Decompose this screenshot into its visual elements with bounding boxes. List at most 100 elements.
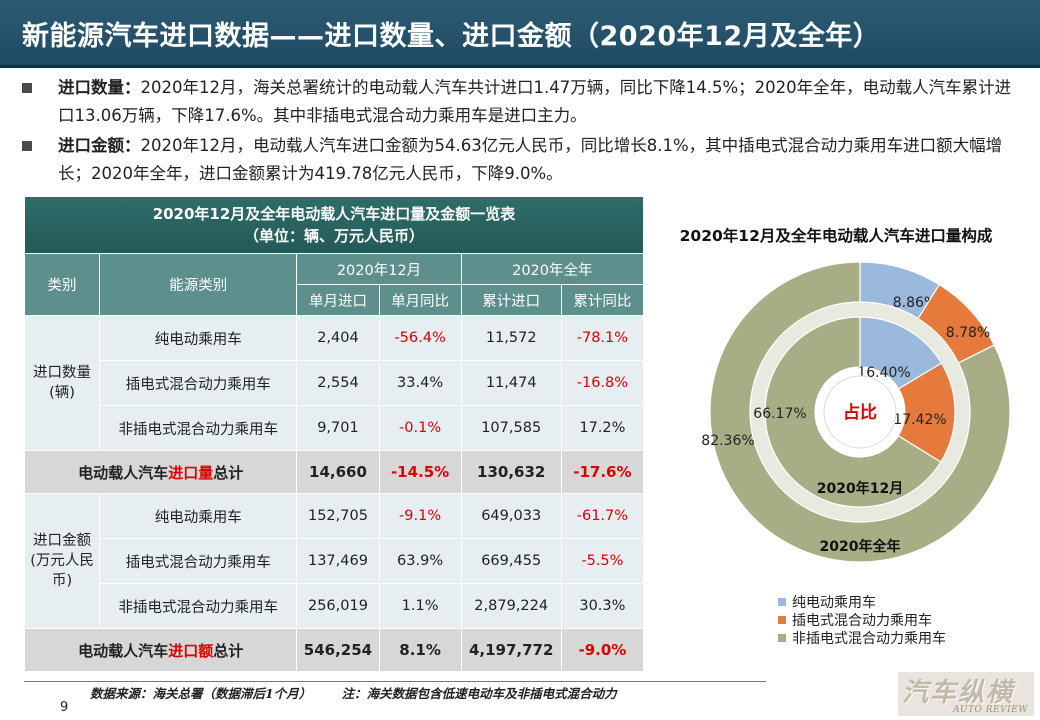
table-caption: 2020年12月及全年电动载人汽车进口量及金额一览表 （单位：辆、万元人民币） — [25, 197, 643, 253]
table-row: 插电式混合动力乘用车 2,554 33.4% 11,474 -16.8% — [25, 361, 643, 405]
total-row: 电动载人汽车进口额总计 546,254 8.1% 4,197,772 -9.0% — [25, 629, 643, 671]
energy-type-cell: 非插电式混合动力乘用车 — [100, 584, 297, 628]
footer-note: 数据来源：海关总署（数据滞后1个月） 注：海关数据包含低速电动车及非插电式混合动… — [90, 683, 617, 702]
month-import-cell: 137,469 — [297, 539, 379, 583]
header-period-month: 2020年12月 — [297, 254, 461, 284]
table-row: 进口数量 (辆) 纯电动乘用车 2,404 -56.4% 11,572 -78.1% — [25, 316, 643, 450]
table-row: 非插电式混合动力乘用车 9,701 -0.1% 107,585 17.2% — [25, 406, 643, 450]
legend-label: 插电式混合动力乘用车 — [792, 613, 932, 629]
month-yoy-cell: 1.1% — [379, 584, 461, 628]
donut-label-inner-2: 66.17% — [753, 406, 806, 422]
legend-item: 非插电式混合动力乘用车 — [778, 630, 946, 648]
bullet-square-icon — [22, 141, 32, 151]
cum-yoy-cell: -61.7% — [561, 494, 643, 538]
legend-swatch-icon — [778, 598, 786, 606]
legend-label: 纯电动乘用车 — [792, 595, 876, 611]
group-label: 进口数量 (辆) — [25, 316, 100, 450]
month-import-cell: 256,019 — [297, 584, 379, 628]
cum-yoy-cell: 30.3% — [561, 584, 643, 628]
legend-item: 纯电动乘用车 — [778, 594, 946, 612]
donut-label-inner-1: 17.42% — [893, 412, 946, 428]
legend-label: 非插电式混合动力乘用车 — [792, 631, 946, 647]
month-import-cell: 9,701 — [297, 406, 379, 450]
month-import-cell: 2,404 — [297, 316, 379, 360]
month-yoy-cell: -56.4% — [379, 316, 461, 360]
cum-import-cell: 107,585 — [461, 406, 561, 450]
donut-label-outer-2: 82.36% — [701, 433, 754, 449]
header-cum-yoy: 累计同比 — [561, 285, 643, 315]
donut-center-label: 占比 — [843, 402, 877, 423]
cum-import-cell: 11,572 — [461, 316, 561, 360]
logo-text: 汽车纵横 — [902, 678, 1015, 708]
legend-swatch-icon — [778, 634, 786, 642]
chart-legend: 纯电动乘用车插电式混合动力乘用车 非插电式混合动力乘用车 — [778, 594, 946, 648]
month-import-cell: 2,554 — [297, 361, 379, 405]
month-yoy-cell: 33.4% — [379, 361, 461, 405]
cum-import-cell: 2,879,224 — [461, 584, 561, 628]
inner-ring-name: 2020年12月 — [817, 480, 903, 497]
legend-item: 插电式混合动力乘用车 — [778, 612, 946, 630]
total-cum-import: 130,632 — [461, 451, 561, 493]
header-month-import: 单月进口 — [297, 285, 379, 315]
month-yoy-cell: 63.9% — [379, 539, 461, 583]
header-category: 类别 — [25, 254, 100, 315]
total-label: 电动载人汽车进口额总计 — [25, 629, 297, 671]
energy-type-cell: 纯电动乘用车 — [100, 316, 297, 360]
bullet-keyword: 进口金额： — [58, 136, 141, 155]
total-cum-import: 4,197,772 — [461, 629, 561, 671]
cum-yoy-cell: -16.8% — [561, 361, 643, 405]
title-bar: 新能源汽车进口数据——进口数量、进口金额（2020年12月及全年） — [0, 0, 1040, 68]
bullet-import-quantity: 进口数量：2020年12月，海关总署统计的电动载人汽车共计进口1.47万辆，同比… — [22, 74, 1022, 130]
cum-yoy-cell: 17.2% — [561, 406, 643, 450]
donut-center — [823, 375, 897, 449]
cum-import-cell: 11,474 — [461, 361, 561, 405]
header-period-year: 2020年全年 — [461, 254, 643, 284]
footer-divider — [24, 681, 766, 682]
total-month-yoy: 8.1% — [379, 629, 461, 671]
total-row: 电动载人汽车进口量总计 14,660 -14.5% 130,632 -17.6% — [25, 451, 643, 493]
footer-source: 数据来源：海关总署（数据滞后1个月） — [90, 686, 312, 701]
month-import-cell: 152,705 — [297, 494, 379, 538]
month-yoy-cell: -9.1% — [379, 494, 461, 538]
table-row: 插电式混合动力乘用车 137,469 63.9% 669,455 -5.5% — [25, 539, 643, 583]
footer-remark: 注：海关数据包含低速电动车及非插电式混合动力 — [341, 686, 617, 701]
page-title: 新能源汽车进口数据——进口数量、进口金额（2020年12月及全年） — [22, 21, 881, 52]
total-label: 电动载人汽车进口量总计 — [25, 451, 297, 493]
header-energy-type: 能源类别 — [100, 254, 297, 315]
donut-label-inner-0: 16.40% — [857, 365, 910, 381]
page-number: 9 — [60, 700, 69, 715]
energy-type-cell: 非插电式混合动力乘用车 — [100, 406, 297, 450]
total-month-import: 14,660 — [297, 451, 379, 493]
total-month-import: 546,254 — [297, 629, 379, 671]
import-data-table: 2020年12月及全年电动载人汽车进口量及金额一览表 （单位：辆、万元人民币） … — [24, 196, 644, 672]
energy-type-cell: 纯电动乘用车 — [100, 494, 297, 538]
cum-import-cell: 649,033 — [461, 494, 561, 538]
group-label: 进口金额 (万元人民 币) — [25, 494, 100, 628]
total-cum-yoy: -9.0% — [561, 629, 643, 671]
total-cum-yoy: -17.6% — [561, 451, 643, 493]
brand-logo: 汽车纵横 AUTO REVIEW — [898, 672, 1034, 716]
outer-ring-name: 2020年全年 — [820, 538, 901, 555]
header-cum-import: 累计进口 — [461, 285, 561, 315]
bullet-text: 2020年12月，电动载人汽车进口金额为54.63亿元人民币，同比增长8.1%，… — [58, 136, 1003, 183]
ring-gap — [750, 302, 970, 522]
cum-import-cell: 669,455 — [461, 539, 561, 583]
total-month-yoy: -14.5% — [379, 451, 461, 493]
header-month-yoy: 单月同比 — [379, 285, 461, 315]
donut-slice-outer-2 — [709, 261, 1011, 563]
energy-type-cell: 插电式混合动力乘用车 — [100, 361, 297, 405]
bullet-square-icon — [22, 83, 32, 93]
donut-slice-inner-2 — [764, 316, 942, 508]
energy-type-cell: 插电式混合动力乘用车 — [100, 539, 297, 583]
month-yoy-cell: -0.1% — [379, 406, 461, 450]
table-row: 非插电式混合动力乘用车 256,019 1.1% 2,879,224 30.3% — [25, 584, 643, 628]
donut-label-outer-1: 8.78% — [946, 325, 990, 341]
bullet-import-amount: 进口金额：2020年12月，电动载人汽车进口金额为54.63亿元人民币，同比增长… — [22, 132, 1022, 188]
bullet-keyword: 进口数量： — [58, 78, 141, 97]
cum-yoy-cell: -78.1% — [561, 316, 643, 360]
donut-chart: 16.40%17.42%66.17%8.86%8.78%82.36%占比2020… — [701, 261, 1011, 563]
chart-title: 2020年12月及全年电动载人汽车进口量构成 — [679, 227, 993, 245]
logo-subtext: AUTO REVIEW — [952, 705, 1028, 715]
bullet-text: 2020年12月，海关总署统计的电动载人汽车共计进口1.47万辆，同比下降14.… — [58, 78, 1012, 125]
legend-swatch-icon — [778, 616, 786, 624]
